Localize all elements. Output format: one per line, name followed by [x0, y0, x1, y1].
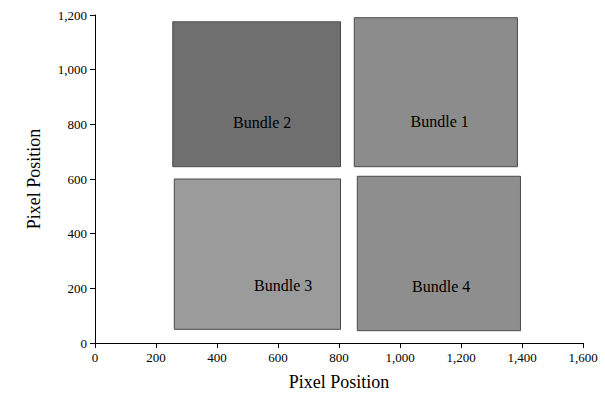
- svg-text:400: 400: [207, 350, 227, 365]
- svg-text:Pixel Position: Pixel Position: [289, 372, 390, 392]
- svg-text:800: 800: [329, 350, 349, 365]
- svg-text:400: 400: [68, 226, 88, 241]
- svg-text:Pixel Position: Pixel Position: [24, 129, 44, 230]
- svg-text:0: 0: [81, 336, 88, 351]
- svg-text:600: 600: [68, 172, 88, 187]
- svg-text:Bundle 4: Bundle 4: [412, 278, 470, 295]
- svg-text:1,600: 1,600: [568, 350, 597, 365]
- svg-text:600: 600: [268, 350, 288, 365]
- svg-text:200: 200: [146, 350, 166, 365]
- svg-text:200: 200: [68, 281, 88, 296]
- svg-text:1,000: 1,000: [385, 350, 414, 365]
- svg-text:1,400: 1,400: [507, 350, 536, 365]
- svg-text:Bundle 1: Bundle 1: [411, 113, 469, 130]
- svg-text:Bundle 2: Bundle 2: [233, 114, 291, 131]
- svg-text:1,000: 1,000: [58, 62, 87, 77]
- svg-text:Bundle 3: Bundle 3: [254, 277, 312, 294]
- svg-text:0: 0: [92, 350, 99, 365]
- svg-text:1,200: 1,200: [446, 350, 475, 365]
- svg-text:800: 800: [68, 117, 88, 132]
- svg-text:1,200: 1,200: [58, 8, 87, 23]
